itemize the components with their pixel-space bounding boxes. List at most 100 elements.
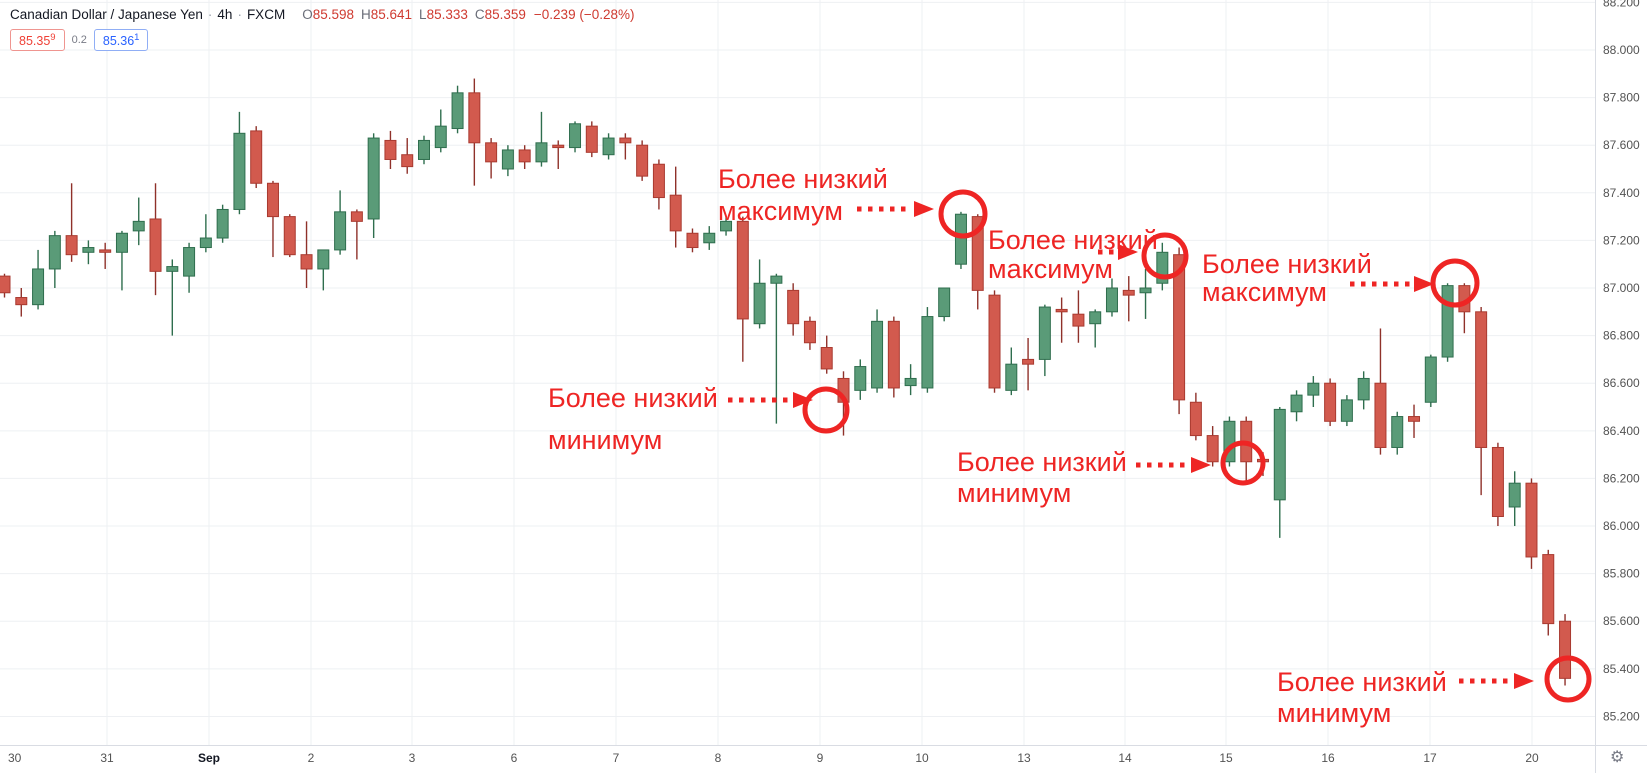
candle-down: [250, 126, 263, 189]
candle-up: [1290, 390, 1303, 422]
candle-body: [1559, 620, 1572, 679]
candle-body: [1223, 420, 1236, 463]
time-axis[interactable]: 30 31 Sep 2 3 6 7 8 9 10 13 14 15 16 17 20: [8, 751, 1539, 765]
candle-up: [1307, 376, 1320, 408]
ask-price: 85.36: [102, 34, 135, 49]
candle-body: [334, 211, 347, 251]
candle-down: [1189, 392, 1202, 441]
candle-body: [619, 137, 632, 144]
candle-body: [971, 216, 984, 291]
annotation-circle[interactable]: [1141, 232, 1189, 280]
annotation-text-line2[interactable]: минимум: [548, 425, 662, 455]
candle-body: [787, 289, 800, 325]
candle-body: [166, 266, 179, 272]
annotation-text-line1[interactable]: Более низкий: [548, 383, 718, 413]
annotation-text-line1[interactable]: Более низкий: [1277, 667, 1447, 697]
annotation-circle[interactable]: [1544, 655, 1592, 703]
sell-bid-button[interactable]: 85.359: [10, 29, 65, 52]
low-value: 85.333: [426, 7, 468, 22]
ohlc-readout: O85.598 H85.641 L85.333 C85.359: [295, 7, 526, 22]
candle-up: [48, 230, 61, 289]
annotation-text-line2[interactable]: минимум: [1277, 698, 1391, 728]
candle-body: [216, 208, 229, 239]
candle-body: [871, 320, 884, 389]
annotation-arrowhead[interactable]: [1414, 276, 1434, 292]
price-axis[interactable]: 88.200 88.000 87.800 87.600 87.400 87.200 87.0…: [1603, 0, 1640, 723]
annotation-circle[interactable]: [802, 386, 850, 434]
candle-down: [1542, 549, 1555, 636]
candle-body: [451, 92, 464, 130]
annotation-text-line2[interactable]: минимум: [957, 478, 1071, 508]
annotation-circle[interactable]: [1220, 440, 1266, 486]
bid-ask-panel: 85.359 0.2 85.361: [10, 29, 149, 52]
annotation-text-line2[interactable]: максимум: [718, 196, 843, 226]
candle-body: [1156, 251, 1169, 284]
exchange-label: FXCM: [246, 7, 286, 22]
annotation-arrowhead[interactable]: [1514, 673, 1534, 689]
candle-body: [48, 235, 61, 270]
candle-body: [1307, 382, 1320, 396]
annotation-lower-low-1[interactable]: Более низкий минимум: [548, 383, 850, 455]
candle-up: [1508, 471, 1521, 527]
price-tick-label: 86.800: [1603, 329, 1640, 343]
annotation-circle[interactable]: [1430, 258, 1480, 308]
candle-up: [1156, 242, 1169, 291]
annotation-arrowhead[interactable]: [1118, 244, 1138, 260]
candle-down: [988, 290, 1001, 393]
candle-body: [0, 275, 11, 294]
symbol-title: Canadian Dollar / Japanese Yen: [10, 7, 203, 22]
annotation-text-line1[interactable]: Более низкий: [1202, 249, 1372, 279]
time-tick-label: 7: [613, 751, 620, 765]
annotation-text-line2[interactable]: максимум: [1202, 277, 1327, 307]
candle-down: [1206, 426, 1219, 467]
candle-body: [1273, 408, 1286, 501]
candle-body: [384, 139, 397, 160]
candle-up: [1089, 309, 1102, 348]
candle-up: [1005, 347, 1018, 396]
candle-up: [115, 230, 128, 291]
candle-down: [787, 283, 800, 336]
candle-down: [619, 133, 632, 160]
annotation-text-line2[interactable]: максимум: [988, 254, 1113, 284]
candle-down: [1072, 290, 1085, 343]
candle-up: [216, 204, 229, 243]
annotation-circle[interactable]: [938, 189, 988, 239]
candle-up: [132, 197, 145, 246]
gear-icon[interactable]: ⚙: [1610, 749, 1625, 766]
ask-price-pip: 1: [134, 32, 140, 43]
candle-body: [1072, 313, 1085, 327]
candle-down: [99, 242, 112, 269]
candle-body: [753, 282, 766, 325]
candle-body: [32, 268, 45, 306]
candle-body: [770, 275, 783, 284]
time-tick-label: 13: [1017, 751, 1031, 765]
candle-up: [166, 259, 179, 336]
candle-body: [1374, 382, 1387, 448]
candle-body: [1525, 482, 1538, 558]
annotation-text-line1[interactable]: Более низкий: [718, 164, 888, 194]
annotation-arrowhead[interactable]: [1191, 457, 1211, 473]
candle-down: [1475, 307, 1488, 496]
high-value: 85.641: [370, 7, 413, 22]
low-letter: L: [419, 7, 427, 22]
candle-body: [954, 213, 967, 265]
time-tick-label: 9: [817, 751, 824, 765]
buy-ask-button[interactable]: 85.361: [93, 29, 149, 52]
price-tick-label: 86.200: [1603, 471, 1640, 485]
annotation-text-line1[interactable]: Более низкий: [957, 447, 1127, 477]
candle-body: [1340, 399, 1353, 422]
annotation-arrowhead[interactable]: [793, 392, 813, 408]
candle-down: [350, 209, 363, 260]
candle-body: [1491, 446, 1504, 518]
candle-body: [1508, 482, 1521, 508]
annotation-arrowhead[interactable]: [914, 201, 934, 217]
candle-body: [1038, 306, 1051, 360]
candle-down: [1122, 276, 1135, 322]
